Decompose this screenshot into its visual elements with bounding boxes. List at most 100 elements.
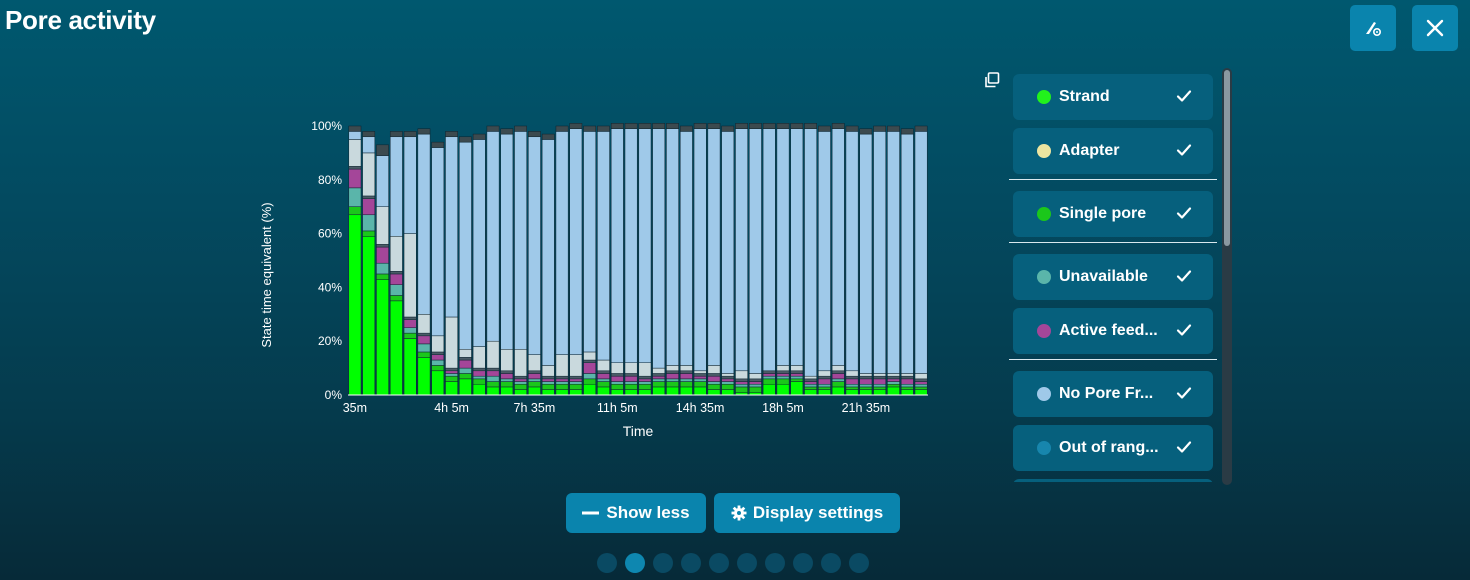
page-dot-2[interactable] [625, 553, 645, 573]
bar-segment-unclass [776, 370, 790, 374]
legend-item-active-feed[interactable]: Active feed... [1013, 308, 1213, 354]
bar-segment-unavail [666, 378, 679, 382]
bar-segment-single [679, 381, 693, 388]
y-tick-label: 100% [311, 119, 342, 133]
bar-segment-single [804, 386, 817, 390]
bar-segment-feed [389, 273, 403, 285]
bar-segment-adapter [431, 335, 445, 353]
bar-segment-strand [459, 378, 472, 396]
page-dot-5[interactable] [709, 553, 729, 573]
legend-item-adapter[interactable]: Adapter [1013, 128, 1213, 174]
bar-segment-feed [666, 373, 679, 380]
chart-settings-button[interactable] [1350, 5, 1396, 51]
bar-segment-unavail [707, 381, 721, 385]
display-settings-button[interactable]: Display settings [714, 493, 900, 533]
bar-segment-unclass [376, 244, 389, 248]
legend-item-next[interactable] [1013, 479, 1213, 482]
page-dot-9[interactable] [821, 553, 841, 573]
bar-segment-feed [362, 198, 376, 216]
bar-segment-strand [403, 338, 417, 396]
bar-segment-other [887, 125, 900, 132]
bar-segment-nopore [403, 136, 417, 234]
bar-segment-strand [845, 389, 859, 396]
x-tick-label: 14h 35m [676, 401, 725, 415]
bar-segment-other [362, 131, 376, 138]
bar-segment-adapter [790, 365, 804, 372]
show-less-button[interactable]: Show less [566, 493, 706, 533]
page-dot-3[interactable] [653, 553, 673, 573]
x-tick-label: 18h 5m [762, 401, 804, 415]
bar-segment-strand [762, 383, 776, 396]
page-dot-4[interactable] [681, 553, 701, 573]
bar-segment-unclass [569, 375, 583, 380]
bar-segment-adapter [887, 373, 900, 377]
bar-segment-unclass [638, 375, 652, 380]
x-tick-label: 11h 5m [597, 401, 638, 415]
copy-icon[interactable] [984, 72, 1000, 88]
bar-segment-single [818, 386, 831, 390]
legend-swatch [1037, 90, 1051, 104]
bar-segment-unavail [514, 381, 527, 385]
bar-segment-single [583, 378, 597, 385]
legend-swatch [1037, 324, 1051, 338]
legend-item-unavailable[interactable]: Unavailable [1013, 254, 1213, 300]
bar-segment-unavail [804, 383, 817, 388]
page-dot-1[interactable] [597, 553, 617, 573]
page-dot-8[interactable] [793, 553, 813, 573]
bar-segment-single [873, 386, 887, 390]
bar-segment-strand [666, 386, 679, 396]
legend-item-no-pore[interactable]: No Pore Fr... [1013, 371, 1213, 417]
bar-segment-nopore [610, 128, 624, 363]
close-button[interactable] [1412, 5, 1458, 51]
bar-segment-strand [472, 383, 486, 396]
bar-segment-unclass [887, 375, 900, 380]
bar-segment-other [486, 125, 500, 132]
bar-segment-single [845, 386, 859, 390]
bar-segment-strand [500, 386, 514, 396]
bar-segment-unavail [528, 378, 541, 382]
bar-segment-nopore [790, 128, 804, 366]
legend-scrollbar[interactable] [1222, 68, 1232, 485]
legend-swatch [1037, 207, 1051, 221]
y-tick-label: 40% [318, 280, 342, 294]
y-tick-label: 0% [325, 388, 343, 402]
bar-segment-nopore [776, 128, 790, 366]
legend-item-single-pore[interactable]: Single pore [1013, 191, 1213, 237]
legend-item-strand[interactable]: Strand [1013, 74, 1213, 120]
bar-segment-feed [445, 370, 458, 374]
bar-segment-feed [900, 378, 914, 385]
bar-segment-other [859, 128, 873, 135]
bar-segment-strand [514, 389, 527, 396]
bar-segment-nopore [693, 128, 707, 372]
bar-segment-unavail [445, 373, 458, 377]
bar-segment-single [610, 383, 624, 390]
page-dot-10[interactable] [849, 553, 869, 573]
bar-segment-adapter [666, 365, 679, 372]
bar-segment-single [417, 351, 431, 358]
bar-segment-adapter [845, 370, 859, 377]
legend-scrollbar-thumb[interactable] [1224, 70, 1230, 246]
bar-segment-single [693, 381, 707, 388]
bar-segment-other [445, 131, 458, 138]
bar-segment-unavail [693, 378, 707, 382]
bar-segment-feed [597, 373, 610, 380]
bar-segment-other [776, 123, 790, 129]
bar-segment-other [376, 144, 389, 156]
bar-segment-feed [859, 378, 873, 385]
bar-segment-adapter [624, 362, 638, 374]
legend-divider [1009, 179, 1217, 180]
bar-segment-unavail [348, 187, 362, 207]
bar-segment-nopore [597, 131, 610, 361]
bar-segment-strand [721, 389, 735, 396]
bar-segment-other [790, 123, 804, 129]
bar-segment-other [679, 125, 693, 132]
bar-segment-nopore [721, 131, 735, 374]
legend-item-out-of-range[interactable]: Out of rang... [1013, 425, 1213, 471]
bar-segment-nopore [873, 131, 887, 374]
bar-segment-adapter [749, 373, 762, 380]
page-dot-6[interactable] [737, 553, 757, 573]
bar-segment-feed [638, 378, 652, 382]
page-dot-7[interactable] [765, 553, 785, 573]
bar-segment-unclass [693, 373, 707, 377]
legend-label: Single pore [1059, 205, 1147, 222]
